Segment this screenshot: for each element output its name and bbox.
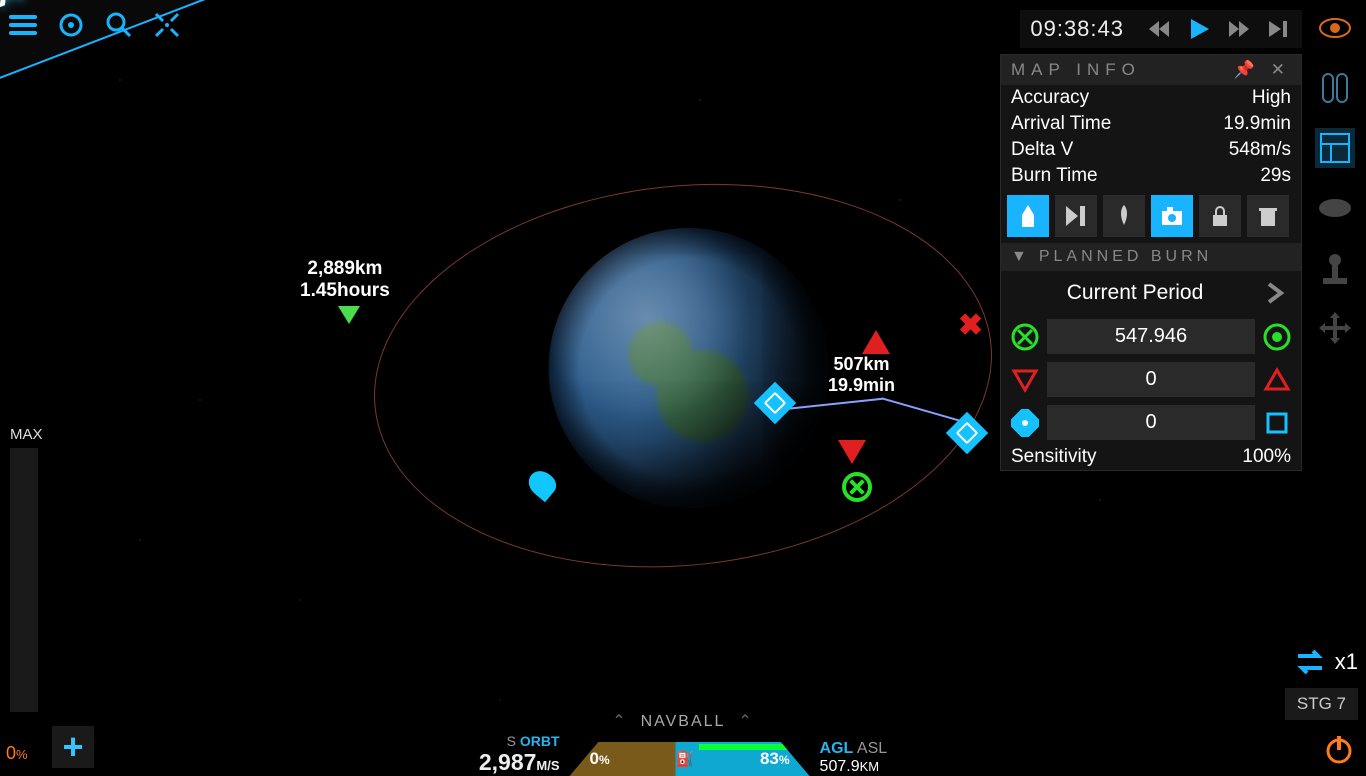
pin-icon[interactable]: 📌 bbox=[1234, 60, 1261, 80]
bottom-instrument-cluster: ⌃ NAVBALL ⌃ S ORBT 2,987M/S 0% ⛽ 83% AGL… bbox=[479, 711, 887, 776]
section-header[interactable]: ▼ PLANNED BURN bbox=[1001, 243, 1301, 271]
joystick-icon[interactable] bbox=[1315, 248, 1355, 288]
skip-tool-icon[interactable] bbox=[1055, 195, 1097, 237]
fuel-gauge[interactable]: 0% ⛽ 83% bbox=[570, 742, 810, 776]
staging-icon[interactable] bbox=[1315, 68, 1355, 108]
altitude-readout[interactable]: AGL ASL 507.9KM bbox=[810, 740, 888, 776]
info-row: Arrival Time 19.9min bbox=[1001, 111, 1301, 137]
next-period-icon[interactable] bbox=[1259, 277, 1291, 309]
info-key: Burn Time bbox=[1011, 165, 1098, 187]
throttle-value: 0% bbox=[6, 743, 28, 764]
velocity-readout[interactable]: S ORBT 2,987M/S bbox=[479, 733, 570, 776]
periapsis-label: 507km 19.9min bbox=[828, 354, 895, 396]
normal-minus-icon[interactable] bbox=[1009, 407, 1041, 439]
info-row: Delta V 548m/s bbox=[1001, 137, 1301, 163]
throttle-max-label: MAX bbox=[10, 426, 43, 443]
apoapsis-marker-icon[interactable] bbox=[338, 306, 360, 324]
normal-plus-icon[interactable] bbox=[1261, 407, 1293, 439]
throttle-slider[interactable] bbox=[10, 448, 38, 712]
repeat-value: x1 bbox=[1335, 649, 1358, 675]
capsule-icon[interactable] bbox=[1315, 188, 1355, 228]
close-maneuver-icon[interactable]: ✖ bbox=[958, 308, 983, 343]
info-key: Accuracy bbox=[1011, 87, 1089, 109]
top-left-toolbar bbox=[8, 10, 182, 40]
collapse-icon: ▼ bbox=[1011, 248, 1031, 266]
info-value: 29s bbox=[1260, 165, 1291, 187]
add-button[interactable]: + bbox=[52, 726, 94, 768]
rewind-icon[interactable] bbox=[1146, 16, 1172, 42]
map-info-panel: MAP INFO 📌 ✕ Accuracy High Arrival Time 19.9… bbox=[1000, 54, 1302, 471]
normal-value[interactable]: 0 bbox=[1047, 405, 1255, 440]
info-value: 19.9min bbox=[1223, 113, 1291, 135]
apoapsis-distance: 2,889km bbox=[300, 258, 390, 280]
maneuver-radial-out-icon[interactable] bbox=[838, 440, 866, 464]
apoapsis-label: 2,889km 1.45hours bbox=[300, 258, 390, 302]
apoapsis-time: 1.45hours bbox=[300, 280, 390, 302]
orbit-view-icon[interactable] bbox=[1315, 8, 1355, 48]
section-title: PLANNED BURN bbox=[1039, 248, 1212, 266]
orbit-scene[interactable] bbox=[333, 118, 1033, 618]
maneuver-prograde-icon[interactable] bbox=[842, 472, 872, 502]
panel-tool-row bbox=[1001, 189, 1301, 243]
play-icon[interactable] bbox=[1186, 16, 1212, 42]
info-key: Delta V bbox=[1011, 139, 1073, 161]
info-row: Burn Time 29s bbox=[1001, 163, 1301, 189]
maneuver-tool-icon[interactable] bbox=[1007, 195, 1049, 237]
periapsis-distance: 507km bbox=[828, 354, 895, 375]
panel-header[interactable]: MAP INFO 📌 ✕ bbox=[1001, 55, 1301, 85]
planet-earth bbox=[549, 228, 829, 508]
navball-toggle[interactable]: ⌃ NAVBALL ⌃ bbox=[479, 711, 887, 731]
right-sidebar bbox=[1310, 8, 1360, 348]
delete-tool-icon[interactable] bbox=[1247, 195, 1289, 237]
info-value: High bbox=[1252, 87, 1291, 109]
fuel-bar bbox=[699, 744, 795, 750]
camera-tool-icon[interactable] bbox=[1151, 195, 1193, 237]
panel-title: MAP INFO bbox=[1011, 60, 1141, 80]
fast-forward-icon[interactable] bbox=[1226, 16, 1252, 42]
prograde-plus-icon[interactable] bbox=[1261, 321, 1293, 353]
rocket-tool-icon[interactable] bbox=[1103, 195, 1145, 237]
radial-value[interactable]: 0 bbox=[1047, 362, 1255, 397]
periapsis-time: 19.9min bbox=[828, 375, 895, 396]
power-icon[interactable] bbox=[1320, 730, 1358, 768]
info-row: Accuracy High bbox=[1001, 85, 1301, 111]
focus-icon[interactable] bbox=[152, 10, 182, 40]
info-key: Arrival Time bbox=[1011, 113, 1111, 135]
prograde-value[interactable]: 547.946 bbox=[1047, 319, 1255, 354]
repeat-icon bbox=[1293, 648, 1327, 676]
stage-indicator[interactable]: STG 7 bbox=[1285, 688, 1358, 720]
close-icon[interactable]: ✕ bbox=[1271, 60, 1291, 80]
maneuver-radial-icon[interactable] bbox=[862, 330, 890, 354]
skip-end-icon[interactable] bbox=[1266, 16, 1292, 42]
radial-minus-icon[interactable] bbox=[1009, 364, 1041, 396]
menu-icon[interactable] bbox=[8, 10, 38, 40]
bottom-right-controls: x1 STG 7 bbox=[1285, 648, 1358, 768]
sensitivity-label: Sensitivity bbox=[1011, 446, 1097, 468]
layout-icon[interactable] bbox=[1315, 128, 1355, 168]
radial-plus-icon[interactable] bbox=[1261, 364, 1293, 396]
prograde-minus-icon[interactable] bbox=[1009, 321, 1041, 353]
mission-clock: 09:38:43 bbox=[1030, 16, 1124, 42]
repeat-indicator[interactable]: x1 bbox=[1285, 648, 1358, 676]
search-icon[interactable] bbox=[104, 10, 134, 40]
info-value: 548m/s bbox=[1229, 139, 1291, 161]
sensitivity-value[interactable]: 100% bbox=[1242, 446, 1291, 468]
move-icon[interactable] bbox=[1315, 308, 1355, 348]
target-icon[interactable] bbox=[56, 10, 86, 40]
lock-tool-icon[interactable] bbox=[1199, 195, 1241, 237]
time-controls: 09:38:43 bbox=[1020, 10, 1302, 48]
period-label: Current Period bbox=[1011, 281, 1259, 305]
